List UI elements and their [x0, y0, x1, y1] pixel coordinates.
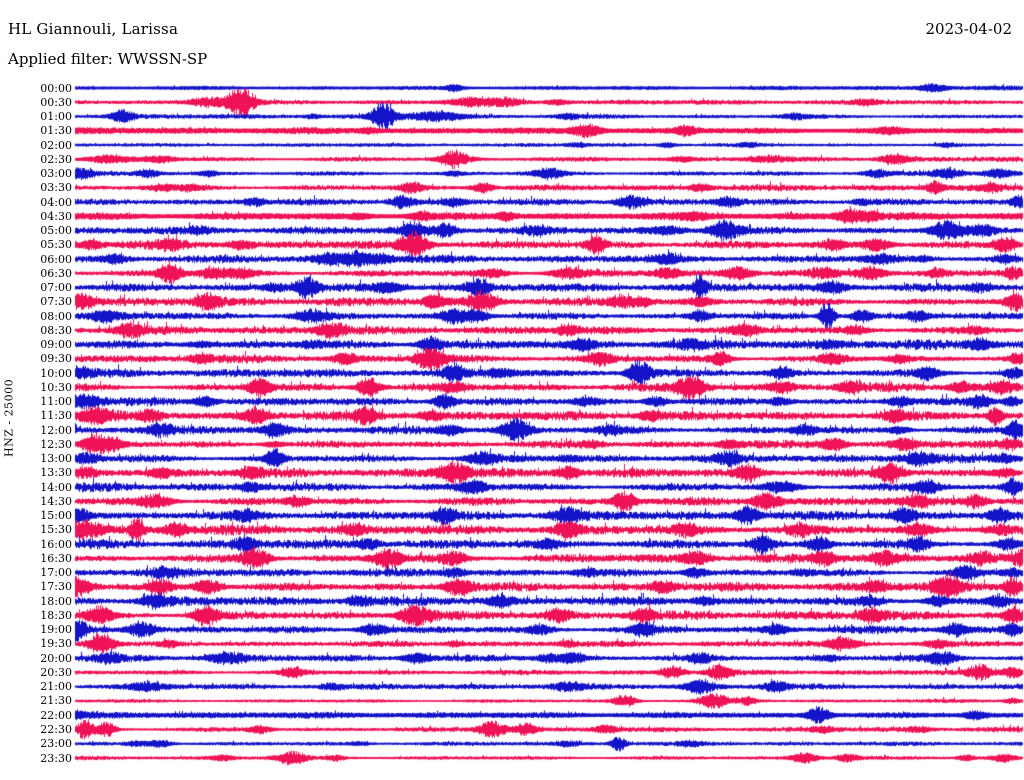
- helicorder-page: HL Giannouli, Larissa 2023-04-02 Applied…: [0, 0, 1024, 780]
- helicorder-canvas: [0, 0, 1024, 780]
